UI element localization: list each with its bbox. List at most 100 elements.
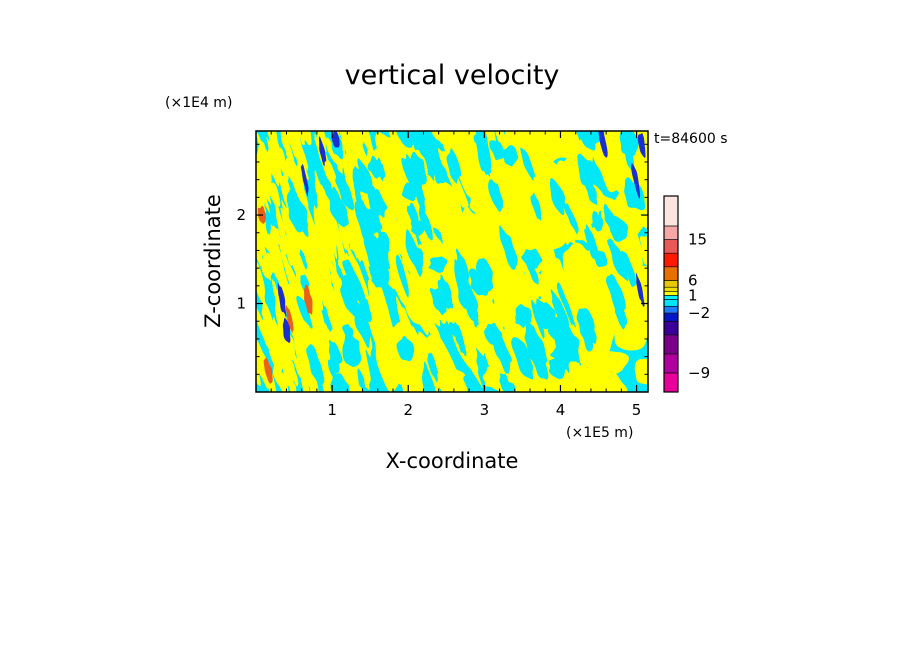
time-label: t=84600 s <box>654 131 728 147</box>
field-cell <box>370 236 391 274</box>
field-cell <box>637 133 646 158</box>
field-cell <box>277 283 287 318</box>
field-cell <box>530 192 542 221</box>
field-cell <box>502 380 516 392</box>
field-cell <box>267 149 280 187</box>
field-cell <box>434 162 448 184</box>
field-cell <box>635 272 645 307</box>
field-cell <box>300 163 309 197</box>
field-cell <box>455 248 470 288</box>
field-cell <box>260 257 273 281</box>
field-cell <box>488 179 504 212</box>
colorbar-segment <box>663 305 679 314</box>
field-cell <box>563 202 579 235</box>
field-cell <box>357 158 373 193</box>
field-cell <box>357 368 366 392</box>
field-cell <box>282 317 291 343</box>
field-cell <box>592 210 604 232</box>
field-cell <box>497 168 518 208</box>
colorbar-segment <box>663 320 679 336</box>
field-cell <box>367 188 388 218</box>
field-cell <box>639 236 648 267</box>
field-cell <box>278 370 289 392</box>
field-cell <box>288 362 299 387</box>
field-cell <box>408 243 424 270</box>
field-cell <box>554 333 570 374</box>
field-cell <box>328 339 343 364</box>
field-cell <box>448 226 469 255</box>
field-cell <box>609 215 629 242</box>
field-cell <box>301 131 312 146</box>
field-cell <box>302 238 324 298</box>
colorbar-segment <box>663 295 679 300</box>
field-cell <box>290 191 306 226</box>
field-cell <box>256 344 269 389</box>
field-cell <box>521 248 543 271</box>
field-cell <box>515 304 532 328</box>
chart-title: vertical velocity <box>345 60 560 91</box>
field-cell <box>614 300 628 330</box>
field-cell <box>396 131 414 148</box>
field-cell <box>327 359 336 378</box>
field-cell <box>304 140 317 172</box>
y-unit-label: (×1E4 m) <box>165 95 232 111</box>
field-cell <box>401 182 417 202</box>
field-cell <box>549 177 565 216</box>
colorbar-segment <box>663 334 679 355</box>
field-cell <box>285 305 294 334</box>
x-axis: 1 2 3 4 5 <box>270 131 642 419</box>
field-cell <box>551 313 570 345</box>
colorbar-segment <box>663 286 679 292</box>
field-cell <box>396 335 415 362</box>
field-cell <box>304 357 318 392</box>
field-cell <box>597 372 628 392</box>
field-cell <box>395 359 420 392</box>
field-cell <box>256 307 273 355</box>
field-cell <box>325 137 339 166</box>
field-cell <box>581 310 597 344</box>
field-cell <box>328 254 337 289</box>
field-cell <box>401 154 424 199</box>
field-cell <box>272 316 281 351</box>
field-cell <box>354 302 372 348</box>
field-cell <box>256 206 265 246</box>
field-cell <box>460 131 477 164</box>
field-cell <box>300 365 310 392</box>
field-cell <box>468 268 491 296</box>
x-tick-label: 5 <box>632 401 642 419</box>
field-cell <box>352 166 362 189</box>
field-cell <box>296 132 306 172</box>
field-cell <box>377 231 390 250</box>
field-cell <box>500 145 519 167</box>
x-tick-label: 4 <box>556 401 566 419</box>
field-cell <box>489 140 505 161</box>
field-cell <box>335 168 355 211</box>
field-cell <box>318 136 327 167</box>
field-cell <box>520 147 536 181</box>
colorbar-segment <box>663 372 679 393</box>
field-cell <box>367 155 381 179</box>
field-cell <box>334 272 342 295</box>
field-cell <box>598 131 608 158</box>
field-cell <box>400 194 420 252</box>
field-cell <box>267 252 274 274</box>
y-axis: 12 <box>236 143 648 375</box>
field-cell <box>329 186 349 227</box>
field-cell <box>499 225 518 270</box>
field-cell <box>285 157 296 182</box>
field-cell <box>620 250 637 287</box>
colorbar-segment <box>663 252 679 268</box>
field-cell <box>476 140 492 174</box>
colorbar-label: 6 <box>688 271 698 289</box>
x-tick-label: 2 <box>403 401 413 419</box>
colorbar-segment <box>663 312 679 322</box>
colorbar-segment <box>663 266 679 281</box>
field-cell <box>257 141 273 197</box>
field-cell <box>273 226 281 245</box>
field-cell <box>449 366 469 392</box>
colorbar-segment <box>663 353 679 374</box>
field-cell <box>342 324 354 340</box>
colorbar-label: −9 <box>688 364 710 382</box>
colorbar-label: 1 <box>688 286 698 304</box>
field-cell <box>296 295 313 329</box>
